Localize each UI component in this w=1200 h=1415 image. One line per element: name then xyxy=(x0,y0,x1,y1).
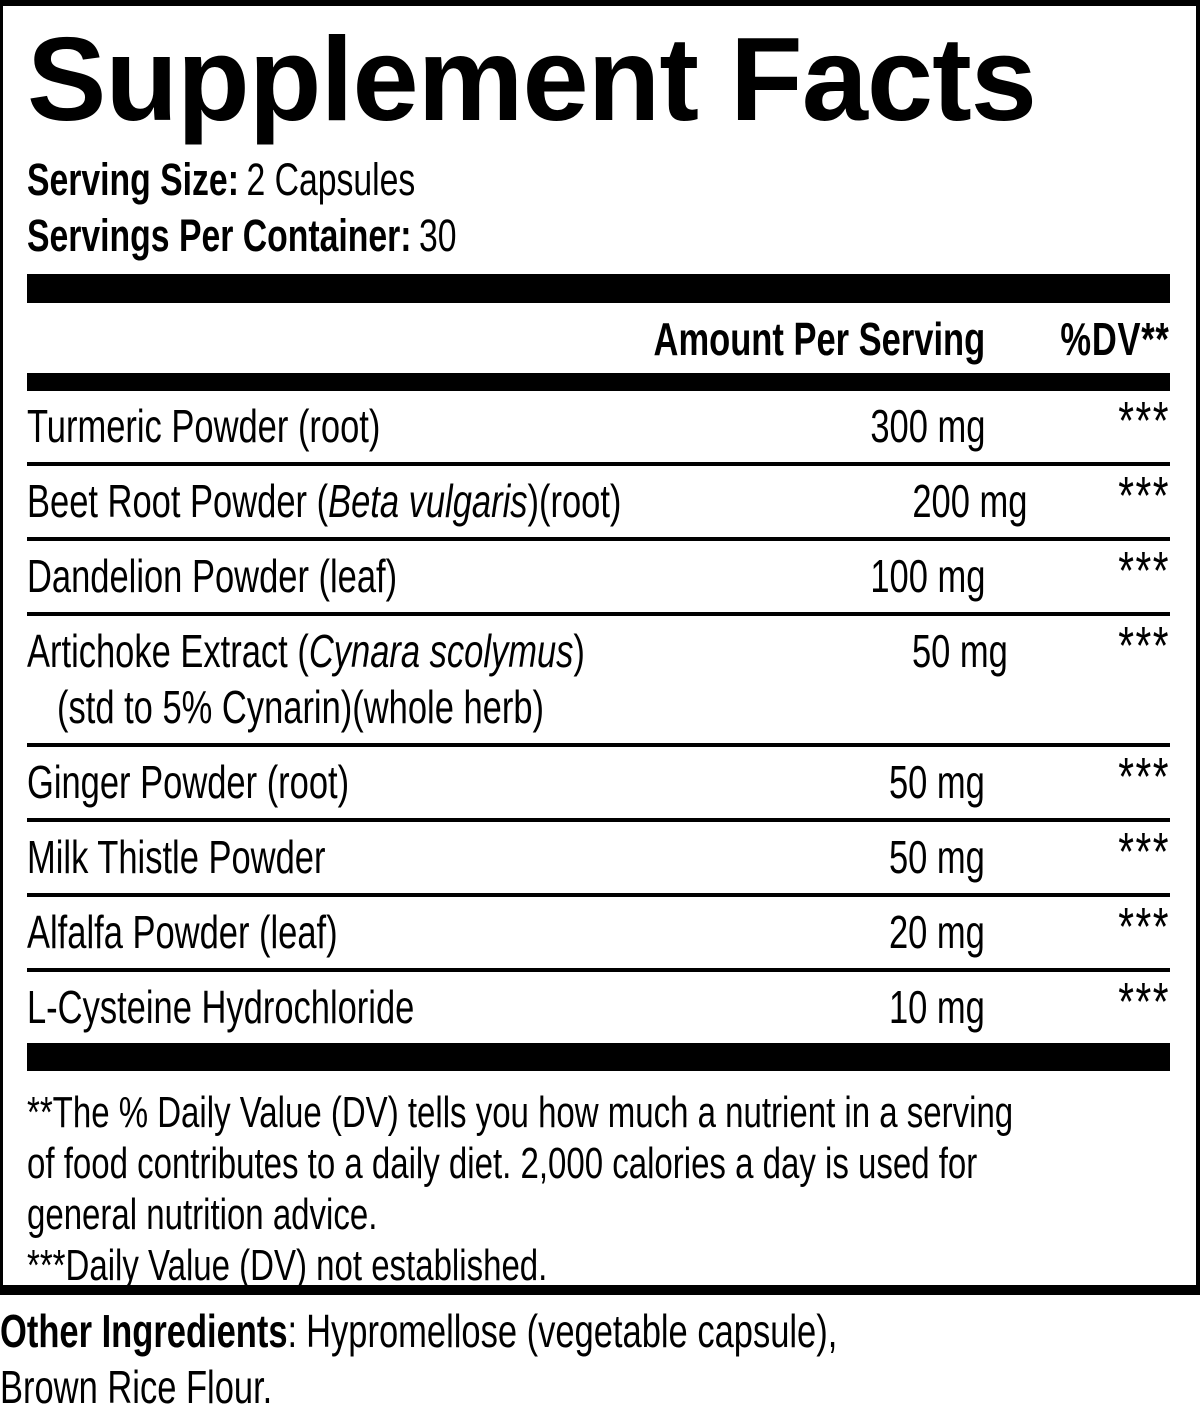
ingredient-name: Alfalfa Powder (leaf) xyxy=(27,906,338,958)
footnote-line: **The % Daily Value (DV) tells you how m… xyxy=(27,1088,1014,1137)
ingredient-dv: *** xyxy=(1118,972,1170,1032)
ingredient-amount: 300 mg xyxy=(869,400,985,452)
ingredient-name: Artichoke Extract (Cynara scolymus) (std… xyxy=(27,625,771,733)
divider-bar-thick-bottom xyxy=(27,1043,1170,1071)
other-ingredients-label: Other Ingredients xyxy=(0,1305,288,1357)
footnote-line: ***Daily Value (DV) not established. xyxy=(27,1241,548,1290)
ingredient-name: Beet Root Powder (Beta vulgaris)(root) xyxy=(27,475,622,527)
table-row: Milk Thistle Powder 50 mg *** xyxy=(27,822,1170,897)
ingredient-amount: 50 mg xyxy=(889,756,985,808)
supplement-facts-panel: Supplement Facts Serving Size: 2 Capsules… xyxy=(0,0,1200,1295)
servings-per-container-line: Servings Per Container: 30 xyxy=(27,208,1170,264)
divider-bar-thick-top xyxy=(27,274,1170,303)
other-ingredients: Other Ingredients: Hypromellose (vegetabl… xyxy=(0,1303,1200,1415)
table-row: Dandelion Powder (leaf) 100 mg *** xyxy=(27,541,1170,616)
ingredient-dv: *** xyxy=(1118,822,1170,882)
ingredient-amount: 20 mg xyxy=(889,906,985,958)
serving-size-label: Serving Size: xyxy=(27,154,239,205)
table-row: Turmeric Powder (root) 300 mg *** xyxy=(27,391,1170,466)
table-row: Beet Root Powder (Beta vulgaris)(root) 2… xyxy=(27,466,1170,541)
ingredient-name: Ginger Powder (root) xyxy=(27,756,350,808)
ingredient-amount: 200 mg xyxy=(912,475,1028,527)
serving-info: Serving Size: 2 Capsules Servings Per Con… xyxy=(27,152,1170,264)
table-row: L-Cysteine Hydrochloride 10 mg *** xyxy=(27,972,1170,1043)
footnote-line: of food contributes to a daily diet. 2,0… xyxy=(27,1139,978,1188)
table-header-row: Amount Per Serving %DV** xyxy=(27,303,1170,373)
percent-dv-header: %DV** xyxy=(1060,313,1170,365)
serving-size-line: Serving Size: 2 Capsules xyxy=(27,152,1170,208)
ingredient-name: Dandelion Powder (leaf) xyxy=(27,550,398,602)
servings-per-container-label: Servings Per Container: xyxy=(27,210,412,261)
ingredient-dv: *** xyxy=(1118,747,1170,807)
ingredient-dv: *** xyxy=(1118,541,1170,601)
ingredient-subtext: (std to 5% Cynarin)(whole herb) xyxy=(57,681,545,733)
ingredient-dv: *** xyxy=(1118,616,1170,676)
divider-bar-medium xyxy=(27,373,1170,391)
dv-footnote: **The % Daily Value (DV) tells you how m… xyxy=(27,1071,1170,1291)
ingredient-dv: *** xyxy=(1118,897,1170,957)
servings-per-container-value: 30 xyxy=(418,210,457,261)
serving-size-value: 2 Capsules xyxy=(246,154,416,205)
ingredient-dv: *** xyxy=(1118,466,1170,526)
ingredient-amount: 50 mg xyxy=(889,831,985,883)
ingredient-name: Turmeric Powder (root) xyxy=(27,400,381,452)
ingredient-amount: 100 mg xyxy=(869,550,985,602)
other-ingredients-line2: Brown Rice Flour. xyxy=(0,1361,273,1413)
other-ingredients-line1: Other Ingredients: Hypromellose (vegetabl… xyxy=(0,1305,838,1357)
panel-title: Supplement Facts xyxy=(27,13,1037,146)
ingredient-name: Milk Thistle Powder xyxy=(27,831,326,883)
table-row: Ginger Powder (root) 50 mg *** xyxy=(27,747,1170,822)
table-row: Artichoke Extract (Cynara scolymus) (std… xyxy=(27,616,1170,747)
ingredient-dv: *** xyxy=(1118,391,1170,451)
ingredient-amount: 50 mg xyxy=(911,625,1008,677)
table-row: Alfalfa Powder (leaf) 20 mg *** xyxy=(27,897,1170,972)
footnote-line: general nutrition advice. xyxy=(27,1190,378,1239)
ingredient-amount: 10 mg xyxy=(889,981,985,1033)
ingredient-name: L-Cysteine Hydrochloride xyxy=(27,981,415,1033)
amount-per-serving-header: Amount Per Serving xyxy=(653,313,985,365)
